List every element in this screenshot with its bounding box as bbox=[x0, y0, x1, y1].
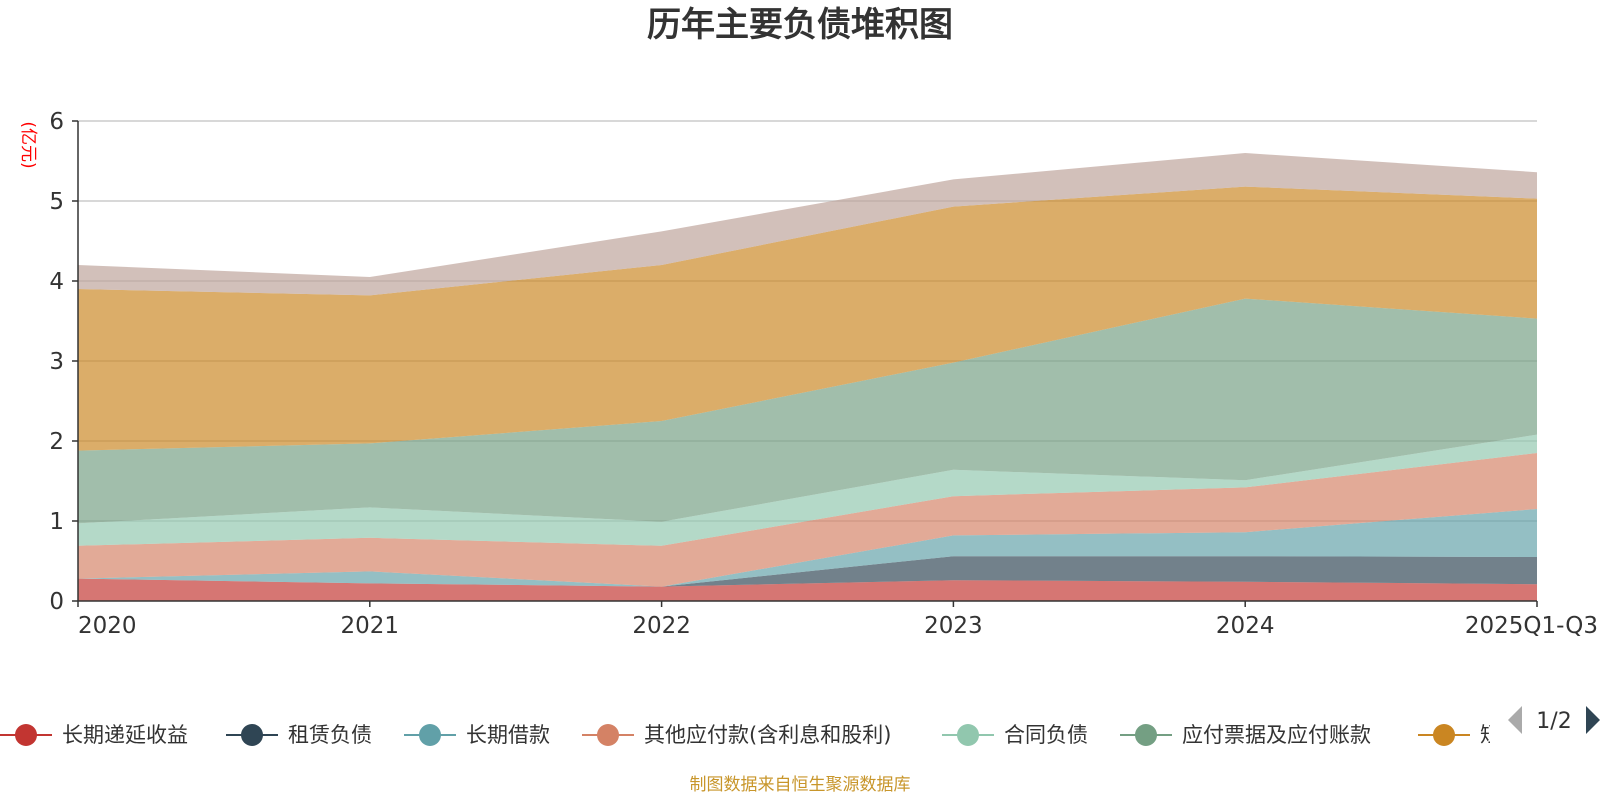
legend-dot-icon bbox=[15, 724, 37, 746]
area-series bbox=[78, 509, 1537, 587]
chart-title: 历年主要负债堆积图 bbox=[647, 5, 953, 45]
y-tick-label: 3 bbox=[49, 349, 64, 375]
y-tick-label: 5 bbox=[49, 189, 64, 215]
area-series-group bbox=[78, 153, 1537, 601]
legend-page-indicator: 1/2 bbox=[1536, 709, 1571, 734]
legend-pager: 1/2 bbox=[1508, 706, 1600, 734]
y-tick-label: 4 bbox=[49, 269, 64, 295]
legend-dot-icon bbox=[957, 724, 979, 746]
legend-item[interactable]: 长期递延收益 bbox=[0, 723, 188, 747]
x-tick-label: 2021 bbox=[341, 613, 400, 639]
area-series bbox=[78, 153, 1537, 296]
legend-dot-icon bbox=[241, 724, 263, 746]
legend: 长期递延收益 租赁负债 长期借款 其他应付款(含利息和股利) 合同负债 应付票据及应付账款… bbox=[0, 723, 1501, 747]
area-series bbox=[78, 578, 1537, 601]
legend-item[interactable]: 应付票据及应付账款 bbox=[1120, 723, 1371, 747]
legend-item[interactable]: 合同负债 bbox=[942, 723, 1088, 747]
legend-item-label: 应付票据及应付账款 bbox=[1182, 723, 1371, 747]
legend-item[interactable]: 长期借款 bbox=[404, 723, 550, 747]
legend-item-label: 长期借款 bbox=[466, 723, 550, 747]
y-axis-unit-label: (亿元) bbox=[18, 121, 38, 168]
y-tick-label: 6 bbox=[49, 109, 64, 135]
x-tick-label: 2025Q1-Q3 bbox=[1465, 613, 1598, 639]
legend-item-label: 长期递延收益 bbox=[62, 723, 188, 747]
area-series bbox=[78, 186, 1537, 451]
legend-dot-icon bbox=[1433, 724, 1455, 746]
data-source-note: 制图数据来自恒生聚源数据库 bbox=[690, 775, 911, 795]
x-tick-label: 2023 bbox=[924, 613, 983, 639]
legend-item[interactable]: 租赁负债 bbox=[226, 723, 372, 747]
legend-item-label: 其他应付款(含利息和股利) bbox=[644, 723, 891, 747]
legend-dot-icon bbox=[419, 724, 441, 746]
y-tick-label: 2 bbox=[49, 429, 64, 455]
y-tick-label: 0 bbox=[49, 589, 64, 615]
area-series bbox=[78, 556, 1537, 587]
x-tick-label: 2024 bbox=[1216, 613, 1275, 639]
area-series bbox=[78, 434, 1537, 546]
legend-prev-page-icon[interactable] bbox=[1508, 706, 1522, 734]
axes: 0 1 2 3 4 5 6 2020 2021 2022 2023 2024 2025Q1-Q3 bbox=[49, 109, 1598, 639]
legend-item[interactable]: 其他应付款(含利息和股利) bbox=[582, 723, 891, 747]
legend-item-label: 合同负债 bbox=[1004, 723, 1088, 747]
legend-next-page-icon[interactable] bbox=[1586, 706, 1600, 734]
area-series bbox=[78, 453, 1537, 587]
legend-item-label: 租赁负债 bbox=[288, 723, 372, 747]
legend-dot-icon bbox=[597, 724, 619, 746]
y-tick-label: 1 bbox=[49, 509, 64, 535]
x-tick-label: 2020 bbox=[78, 613, 137, 639]
area-series bbox=[78, 298, 1537, 524]
legend-item[interactable]: 短 bbox=[1418, 723, 1501, 747]
legend-dot-icon bbox=[1135, 724, 1157, 746]
x-tick-label: 2022 bbox=[632, 613, 691, 639]
legend-item-label: 短 bbox=[1480, 723, 1501, 747]
